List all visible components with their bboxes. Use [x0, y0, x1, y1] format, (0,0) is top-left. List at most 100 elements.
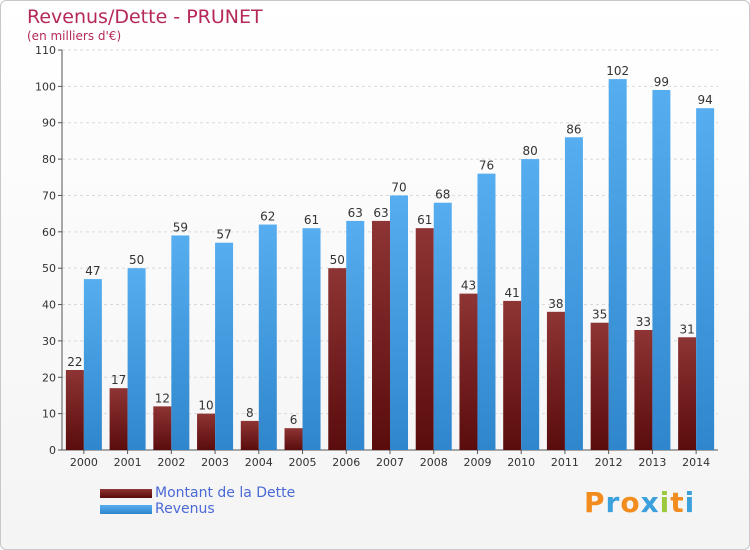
logo-letter: x: [640, 486, 660, 519]
data-label: 61: [304, 213, 319, 227]
y-tick-label: 10: [42, 408, 56, 421]
bar-revenus: [258, 224, 277, 450]
y-tick-label: 90: [42, 117, 56, 130]
data-label: 17: [111, 373, 126, 387]
data-label: 76: [479, 159, 494, 173]
x-tick-label: 2014: [682, 456, 710, 469]
x-tick-label: 2000: [70, 456, 98, 469]
bar-dette: [415, 228, 434, 450]
bar-revenus: [215, 242, 234, 450]
data-label: 50: [129, 253, 144, 267]
bar-dette: [459, 293, 478, 450]
x-tick-label: 2013: [638, 456, 666, 469]
data-label: 62: [260, 210, 275, 224]
bar-dette: [284, 428, 303, 450]
bar-dette: [503, 300, 522, 450]
y-tick-label: 50: [42, 262, 56, 275]
data-label: 38: [548, 297, 563, 311]
y-tick-label: 40: [42, 299, 56, 312]
legend-swatch-revenus: [100, 505, 152, 514]
logo-letter: t: [670, 486, 685, 519]
x-tick-label: 2010: [507, 456, 535, 469]
x-tick-label: 2008: [420, 456, 448, 469]
legend-swatch-dette: [100, 489, 152, 498]
logo-letter: i: [659, 486, 671, 519]
data-label: 10: [198, 399, 213, 413]
x-tick-label: 2002: [157, 456, 185, 469]
data-label: 63: [348, 206, 363, 220]
data-label: 41: [505, 286, 520, 300]
y-tick-label: 0: [49, 444, 56, 457]
y-tick-label: 30: [42, 335, 56, 348]
x-tick-label: 2003: [201, 456, 229, 469]
bar-revenus: [521, 159, 540, 450]
bar-revenus: [564, 137, 583, 451]
bar-dette: [590, 322, 609, 450]
bar-dette: [634, 330, 653, 450]
bar-dette: [546, 311, 565, 450]
bar-dette: [65, 370, 84, 450]
bar-revenus: [608, 79, 627, 450]
bar-dette: [328, 268, 347, 450]
bar-dette: [372, 220, 390, 450]
data-label: 50: [330, 253, 345, 267]
data-label: 59: [173, 220, 188, 234]
logo-letter: o: [620, 486, 641, 519]
y-tick-label: 20: [42, 371, 56, 384]
x-tick-label: 2004: [245, 456, 273, 469]
data-label: 12: [155, 391, 170, 405]
legend-label-revenus: Revenus: [155, 501, 215, 517]
bar-revenus: [83, 279, 102, 450]
logo-letter: r: [605, 486, 621, 519]
x-tick-label: 2012: [595, 456, 623, 469]
data-label: 8: [246, 406, 254, 420]
x-tick-label: 2005: [289, 456, 317, 469]
x-tick-label: 2007: [376, 456, 404, 469]
bar-revenus: [696, 108, 715, 450]
data-label: 43: [461, 279, 476, 293]
bar-revenus: [127, 268, 146, 450]
data-label: 63: [373, 206, 388, 220]
chart-subtitle: (en milliers d'€): [27, 29, 122, 43]
bar-dette: [109, 388, 128, 450]
x-tick-label: 2001: [114, 456, 142, 469]
bar-revenus: [171, 235, 190, 450]
y-tick-label: 60: [42, 226, 56, 239]
data-label: 57: [216, 228, 231, 242]
data-label: 35: [592, 308, 607, 322]
bar-revenus: [302, 228, 321, 450]
data-label: 47: [85, 264, 100, 278]
data-label: 6: [290, 413, 298, 427]
bar-revenus: [477, 173, 496, 451]
bar-revenus: [390, 195, 408, 450]
proxiti-logo: Proxiti: [584, 486, 695, 519]
bar-dette: [153, 406, 172, 450]
data-label: 61: [417, 213, 432, 227]
data-label: 33: [636, 315, 651, 329]
data-label: 86: [566, 122, 581, 136]
bar-dette: [678, 337, 697, 450]
data-label: 70: [391, 180, 406, 194]
bar-dette: [240, 420, 259, 450]
bar-revenus: [652, 90, 671, 450]
legend-label-dette: Montant de la Dette: [155, 485, 296, 501]
x-tick-label: 2006: [332, 456, 360, 469]
data-label: 68: [435, 188, 450, 202]
bar-revenus: [346, 220, 365, 450]
x-tick-label: 2011: [551, 456, 579, 469]
logo-letter: P: [584, 486, 606, 519]
chart-title: Revenus/Dette - PRUNET: [27, 6, 263, 28]
data-label: 22: [67, 355, 82, 369]
y-tick-label: 70: [42, 189, 56, 202]
x-tick-label: 2009: [463, 456, 491, 469]
data-label: 31: [679, 322, 694, 336]
y-tick-label: 80: [42, 153, 56, 166]
bar-revenus: [433, 202, 452, 450]
data-label: 102: [606, 64, 629, 78]
y-tick-label: 100: [35, 80, 56, 93]
bar-dette: [197, 413, 216, 450]
data-label: 80: [523, 144, 538, 158]
data-label: 94: [697, 93, 712, 107]
y-tick-label: 110: [35, 44, 56, 57]
